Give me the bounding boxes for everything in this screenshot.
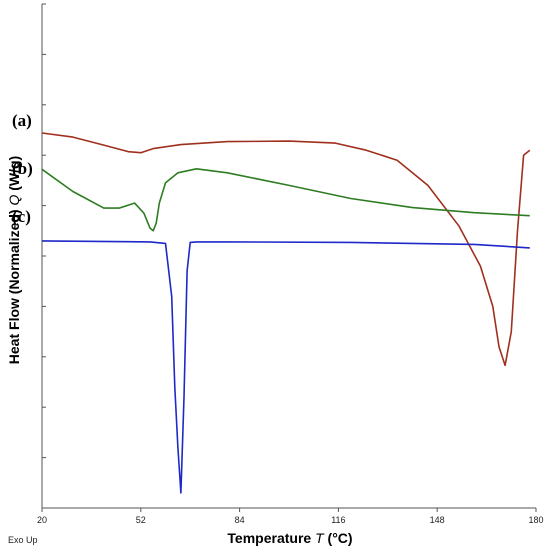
x-tick-label: 180	[528, 515, 543, 525]
series-b-line	[41, 168, 530, 232]
x-tick-label: 148	[430, 515, 445, 525]
x-tick-label: 52	[136, 515, 146, 525]
exo-up-note: Exo Up	[8, 535, 38, 545]
x-tick-label: 84	[235, 515, 245, 525]
plot-area	[41, 132, 531, 494]
series-c-line	[41, 240, 530, 494]
y-axis-title: Heat Flow (Normalized) Q (W/g)	[6, 156, 22, 364]
x-axis-symbol: T	[315, 530, 325, 546]
x-tick-label: 116	[331, 515, 345, 525]
chart-axes	[41, 4, 536, 509]
y-axis-label: Heat Flow (Normalized)	[6, 209, 22, 364]
series-b-label: (b)	[12, 159, 33, 178]
x-axis-label: Temperature	[227, 530, 311, 546]
y-axis-unit: (W/g)	[6, 156, 22, 191]
series-a-label: (a)	[12, 111, 32, 130]
x-tick-label: 20	[37, 515, 47, 525]
series-c-label: (c)	[12, 207, 31, 226]
y-axis-symbol: Q	[6, 195, 22, 206]
x-axis-title: Temperature T (°C)	[227, 530, 352, 546]
x-axis-ticks: 20 52 84 116 148 180	[37, 508, 544, 525]
y-axis-ticks	[42, 3, 46, 509]
series-a-line	[41, 132, 531, 367]
x-axis-unit: (°C)	[328, 530, 353, 546]
